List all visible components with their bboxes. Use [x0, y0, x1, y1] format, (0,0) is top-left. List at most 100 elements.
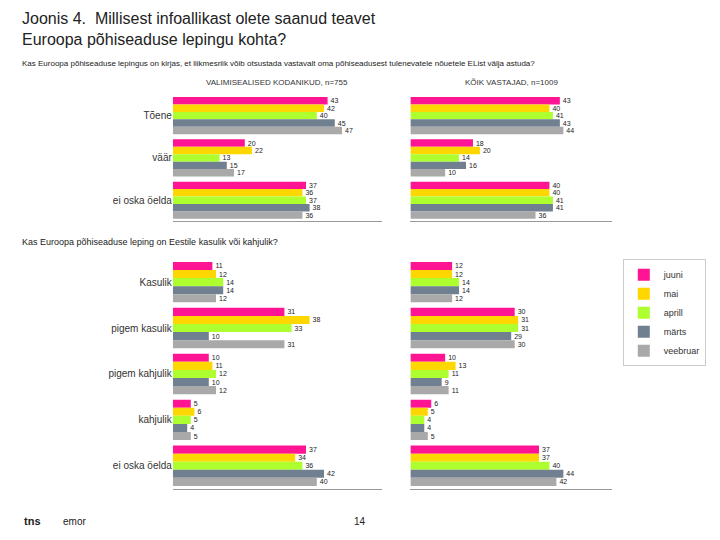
- svg-text:12: 12: [219, 295, 227, 302]
- svg-text:20: 20: [483, 147, 491, 154]
- svg-text:41: 41: [556, 112, 564, 119]
- svg-text:38: 38: [313, 316, 321, 323]
- svg-text:14: 14: [462, 279, 470, 286]
- svg-text:10: 10: [212, 379, 220, 386]
- svg-text:märts: märts: [664, 327, 687, 337]
- svg-text:6: 6: [197, 408, 201, 415]
- svg-text:40: 40: [552, 182, 560, 189]
- svg-text:20: 20: [248, 140, 256, 147]
- svg-text:12: 12: [219, 387, 227, 394]
- svg-text:4: 4: [427, 416, 431, 423]
- svg-text:12: 12: [455, 271, 463, 278]
- svg-text:5: 5: [194, 416, 198, 423]
- svg-text:14: 14: [226, 287, 234, 294]
- svg-text:44: 44: [566, 127, 574, 134]
- svg-text:Kas Euroopa põhiseaduse leping: Kas Euroopa põhiseaduse leping on Eestil…: [22, 237, 278, 247]
- svg-text:veebruar: veebruar: [664, 346, 700, 356]
- svg-text:14: 14: [462, 154, 470, 161]
- svg-text:42: 42: [559, 478, 567, 485]
- svg-text:4: 4: [427, 424, 431, 431]
- svg-text:juuni: juuni: [663, 270, 683, 280]
- svg-text:40: 40: [552, 462, 560, 469]
- svg-text:30: 30: [518, 341, 526, 348]
- svg-text:5: 5: [194, 400, 198, 407]
- svg-text:47: 47: [345, 127, 353, 134]
- svg-text:aprill: aprill: [664, 308, 683, 318]
- svg-text:31: 31: [287, 308, 295, 315]
- svg-text:37: 37: [542, 454, 550, 461]
- svg-text:17: 17: [237, 169, 245, 176]
- svg-text:11: 11: [215, 362, 222, 369]
- svg-text:10: 10: [212, 333, 220, 340]
- svg-text:11: 11: [452, 387, 459, 394]
- svg-text:36: 36: [305, 462, 313, 469]
- svg-text:kahjulik: kahjulik: [138, 414, 172, 425]
- svg-text:43: 43: [563, 97, 571, 104]
- svg-text:10: 10: [448, 354, 456, 361]
- svg-text:30: 30: [518, 308, 526, 315]
- svg-text:12: 12: [455, 262, 463, 269]
- svg-text:31: 31: [521, 316, 529, 323]
- svg-text:12: 12: [219, 370, 227, 377]
- svg-text:9: 9: [445, 379, 449, 386]
- svg-text:34: 34: [298, 454, 306, 461]
- svg-text:mai: mai: [664, 289, 679, 299]
- svg-text:4: 4: [190, 424, 194, 431]
- svg-text:13: 13: [223, 154, 231, 161]
- svg-text:40: 40: [552, 105, 560, 112]
- svg-text:33: 33: [295, 325, 303, 332]
- svg-text:KÕIK VASTAJAD, n=1009: KÕIK VASTAJAD, n=1009: [465, 78, 558, 87]
- svg-text:31: 31: [521, 325, 529, 332]
- svg-text:6: 6: [434, 400, 438, 407]
- svg-text:43: 43: [331, 97, 339, 104]
- svg-text:5: 5: [194, 433, 198, 440]
- svg-text:41: 41: [556, 197, 564, 204]
- svg-text:44: 44: [566, 470, 574, 477]
- svg-text:5: 5: [431, 433, 435, 440]
- svg-text:40: 40: [320, 112, 328, 119]
- svg-text:40: 40: [552, 189, 560, 196]
- svg-text:42: 42: [327, 105, 335, 112]
- svg-text:Tõene: Tõene: [143, 110, 172, 121]
- svg-text:42: 42: [327, 470, 335, 477]
- svg-text:11: 11: [452, 370, 459, 377]
- svg-text:43: 43: [563, 120, 571, 127]
- svg-text:pigem kasulik: pigem kasulik: [111, 323, 173, 334]
- svg-text:41: 41: [556, 204, 564, 211]
- svg-text:18: 18: [476, 140, 484, 147]
- svg-text:VALIMISEALISED KODANIKUD, n=75: VALIMISEALISED KODANIKUD, n=755: [206, 78, 348, 87]
- svg-text:45: 45: [338, 120, 346, 127]
- svg-text:12: 12: [455, 295, 463, 302]
- svg-text:37: 37: [309, 182, 317, 189]
- svg-text:tns: tns: [24, 515, 41, 527]
- svg-text:ei oska öelda: ei oska öelda: [113, 195, 172, 206]
- svg-text:5: 5: [431, 408, 435, 415]
- svg-text:10: 10: [448, 169, 456, 176]
- svg-text:37: 37: [309, 197, 317, 204]
- svg-text:väär: väär: [152, 152, 172, 163]
- svg-text:40: 40: [320, 478, 328, 485]
- svg-text:31: 31: [287, 341, 295, 348]
- svg-text:13: 13: [459, 362, 467, 369]
- svg-text:11: 11: [215, 262, 222, 269]
- svg-text:29: 29: [514, 333, 522, 340]
- svg-text:10: 10: [212, 354, 220, 361]
- svg-text:pigem kahjulik: pigem kahjulik: [108, 368, 172, 379]
- svg-text:12: 12: [219, 271, 227, 278]
- svg-text:22: 22: [255, 147, 263, 154]
- svg-text:16: 16: [469, 162, 477, 169]
- svg-text:36: 36: [305, 212, 313, 219]
- svg-text:14: 14: [354, 516, 366, 527]
- svg-text:36: 36: [539, 212, 547, 219]
- svg-text:Joonis 4. Millisest infoallik: Joonis 4. Millisest infoallikast olete s…: [22, 10, 376, 48]
- svg-text:emor: emor: [63, 516, 86, 527]
- svg-text:37: 37: [309, 446, 317, 453]
- svg-text:37: 37: [542, 446, 550, 453]
- svg-text:Kas Euroopa põhiseaduse leping: Kas Euroopa põhiseaduse lepingus on kirj…: [22, 59, 535, 68]
- svg-text:14: 14: [226, 279, 234, 286]
- svg-text:15: 15: [230, 162, 238, 169]
- svg-text:36: 36: [305, 189, 313, 196]
- svg-text:ei oska öelda: ei oska öelda: [113, 460, 172, 471]
- svg-text:38: 38: [313, 204, 321, 211]
- svg-text:14: 14: [462, 287, 470, 294]
